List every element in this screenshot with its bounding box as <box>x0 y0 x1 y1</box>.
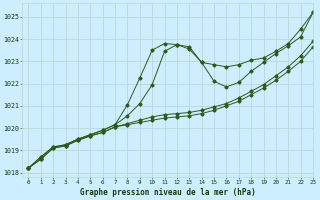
X-axis label: Graphe pression niveau de la mer (hPa): Graphe pression niveau de la mer (hPa) <box>80 188 255 197</box>
